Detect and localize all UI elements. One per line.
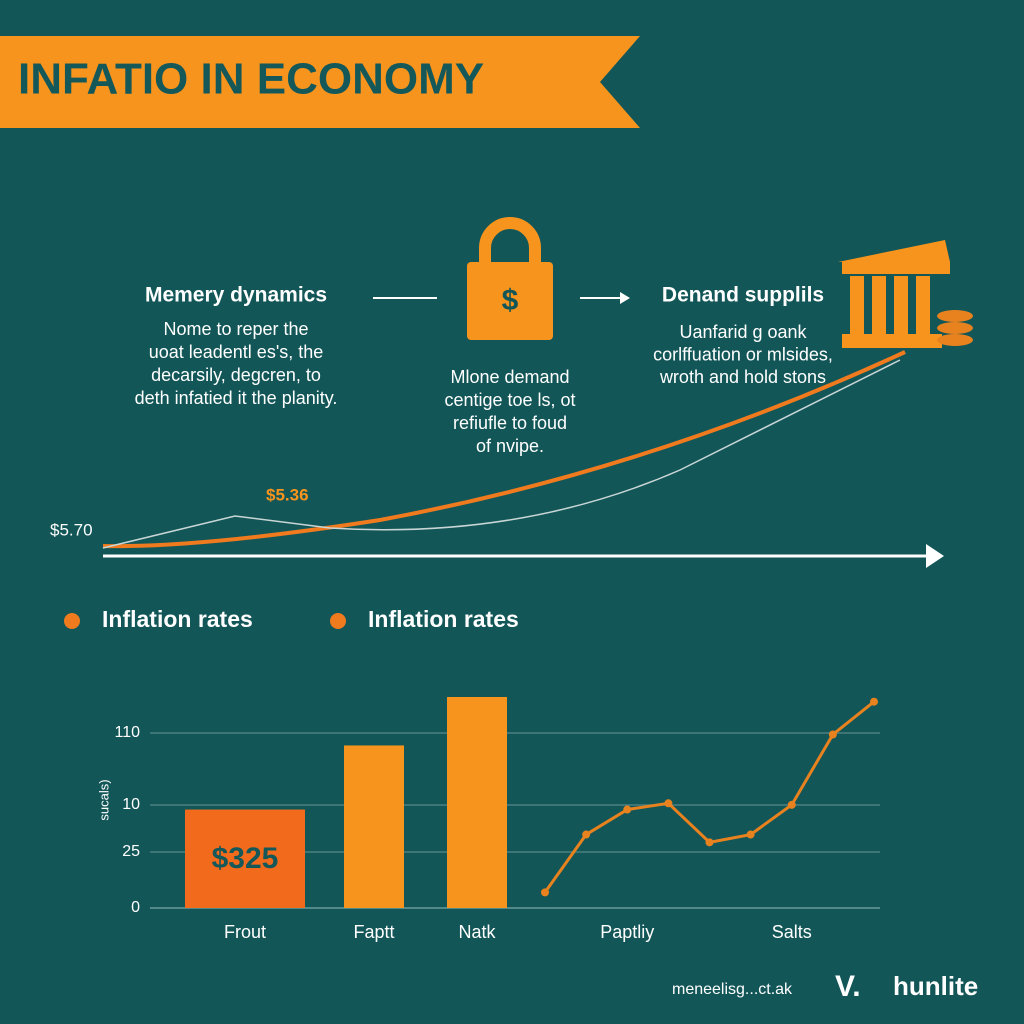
x-tick-label: Frout [224,922,266,942]
line-point [582,830,591,839]
footer-brand: hunlite [893,971,978,1001]
block-text: Mlone demand [450,367,569,387]
y-tick-label: 25 [122,843,140,860]
x-tick-label: Paptliy [600,922,654,942]
bank-icon [838,240,973,348]
line-point [787,800,796,809]
x-tick-label: Faptt [353,922,394,942]
block-text: deth infatied it the planity. [135,388,338,408]
line-point [828,730,837,739]
bar-annotation: $325 [212,842,279,875]
line-point [623,805,632,814]
y-tick-label: 110 [114,724,140,741]
y-axis-label: sucals) [96,779,111,820]
line-point [870,697,878,706]
line-point [541,888,549,897]
trend-curve [102,350,906,549]
bar [344,745,404,908]
legend-dot [64,613,80,629]
arrow-head [620,292,630,304]
block-text: Uanfarid g oank [679,322,807,342]
axis-arrow [926,544,944,568]
x-tick-label: Natk [458,922,496,942]
line-point [705,838,714,847]
trend-line [102,359,901,549]
block-text: uoat leadentl es's, the [149,342,324,362]
x-tick-label: Salts [772,922,812,942]
block-text: centige toe ls, ot [444,390,575,410]
lock-icon: $ [467,217,553,340]
title: INFATIO IN ECONOMY [18,55,484,104]
block-text: wroth and hold stons [659,367,826,387]
block-text: corlffuation or mlsides, [653,344,833,364]
line-point [746,830,755,839]
bar [447,697,507,908]
y-tick-label: 10 [122,796,140,813]
block-text: of nvipe. [476,436,544,456]
svg-text:$: $ [502,284,519,317]
peak-label: $5.36 [266,485,309,504]
block-text: Nome to reper the [163,319,308,339]
bar [185,809,305,908]
line-point [664,799,673,808]
banner [0,36,640,128]
block-title: Denand supplils [662,284,824,307]
legend-label: Inflation rates [102,606,253,632]
legend-dot [330,613,346,629]
legend-label: Inflation rates [368,606,519,632]
block-title: Memery dynamics [145,284,327,307]
footer-v: V. [835,970,861,1003]
footer-site: meneelisg...ct.ak [672,981,793,998]
block-text: refiufle to foud [453,413,567,433]
block-text: decarsily, degcren, to [151,365,321,385]
start-label: $5.70 [50,520,93,539]
y-tick-label: 0 [131,899,140,916]
